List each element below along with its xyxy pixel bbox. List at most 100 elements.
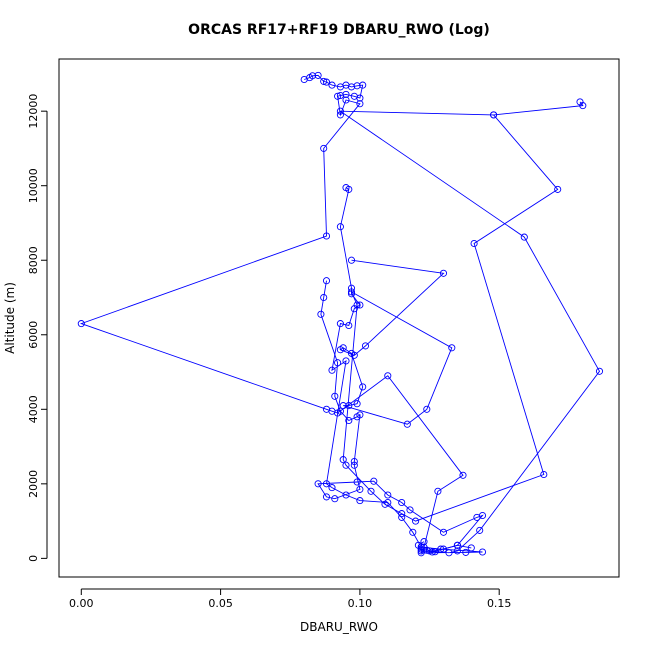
data-point [342,461,350,469]
y-tick-label: 8000 [27,246,40,274]
data-point [328,484,336,492]
data-point [361,342,370,350]
data-point [342,357,350,365]
data-point [412,517,420,525]
data-point [453,541,461,549]
data-point [320,77,328,85]
y-tick-label: 4000 [27,395,40,423]
series-line [79,74,472,552]
y-tick-label: 10000 [27,168,40,203]
data-point [439,269,448,277]
data-point [359,383,367,391]
data-point [462,548,470,556]
data-point [554,185,562,193]
data-point [336,91,344,100]
data-point [322,493,331,501]
plot-frame [58,58,620,578]
data-point [345,402,353,410]
data-point [347,284,356,292]
data-point [334,92,342,100]
data-point [342,184,350,192]
data-point [347,349,356,357]
data-point [540,470,548,479]
data-point [322,277,331,285]
data-point [334,359,342,367]
data-point [381,500,389,508]
x-tick-label: 0.15 [487,597,512,610]
data-point [420,538,428,546]
data-point [320,293,328,302]
y-tick-label: 2000 [27,470,40,498]
data-point [322,232,331,240]
x-tick-label: 0.05 [208,597,233,610]
data-point [398,513,406,521]
data-point [470,239,478,248]
data-point [336,107,344,115]
data-point [308,72,317,80]
data-point [328,366,336,374]
data-point [403,420,411,428]
data-point [409,528,417,536]
data-point [398,498,406,507]
data-point [406,506,414,514]
data-point [320,144,328,152]
data-point [339,402,347,410]
x-tick-label: 0.00 [69,597,94,610]
data-point [336,320,344,328]
series-line [317,280,484,553]
y-axis: 0 2000 4000 6000 8000 10000 12000 [27,94,48,562]
data-point [347,288,356,296]
data-point [345,321,353,330]
data-point [342,96,350,104]
data-point [434,487,442,495]
y-axis-label: Altitude (m) [3,282,17,354]
data-point [595,367,604,375]
data-point [336,111,344,119]
data-point [353,301,361,309]
data-point [439,528,448,536]
x-tick-label: 0.10 [348,597,373,610]
x-axis: 0.00 0.05 0.10 0.15 [69,588,512,610]
data-point [370,477,378,485]
data-point [384,491,392,499]
data-point [384,372,392,380]
data-point [459,471,467,479]
data-point [398,510,406,518]
data-point [356,411,364,419]
data-point [77,320,85,328]
data-point [345,416,353,425]
data-point [353,400,361,408]
data-point [490,111,498,119]
data-point [476,526,484,534]
data-point [417,549,425,557]
data-point [317,310,325,318]
data-point [356,485,364,493]
y-tick-label: 12000 [27,94,40,129]
data-point [342,90,350,98]
data-point [445,549,453,557]
x-axis-label: DBARU_RWO [300,620,378,634]
data-point [347,256,356,264]
data-point [448,344,456,352]
data-point [414,541,422,549]
y-tick-label: 6000 [27,321,40,349]
data-point [328,81,336,89]
data-point [353,478,361,486]
y-tick-label: 0 [27,555,40,562]
data-point [579,102,587,110]
data-point [331,392,339,400]
series-line [326,101,601,554]
data-point [423,405,431,413]
series-line [339,114,559,522]
data-point [356,497,364,505]
data-point [520,233,528,241]
data-point [428,548,436,556]
series-layer [77,71,604,557]
data-point [478,511,487,520]
data-point [478,548,487,556]
data-point [322,78,331,86]
data-point [339,344,347,352]
data-point [350,461,358,469]
data-point [342,491,350,499]
